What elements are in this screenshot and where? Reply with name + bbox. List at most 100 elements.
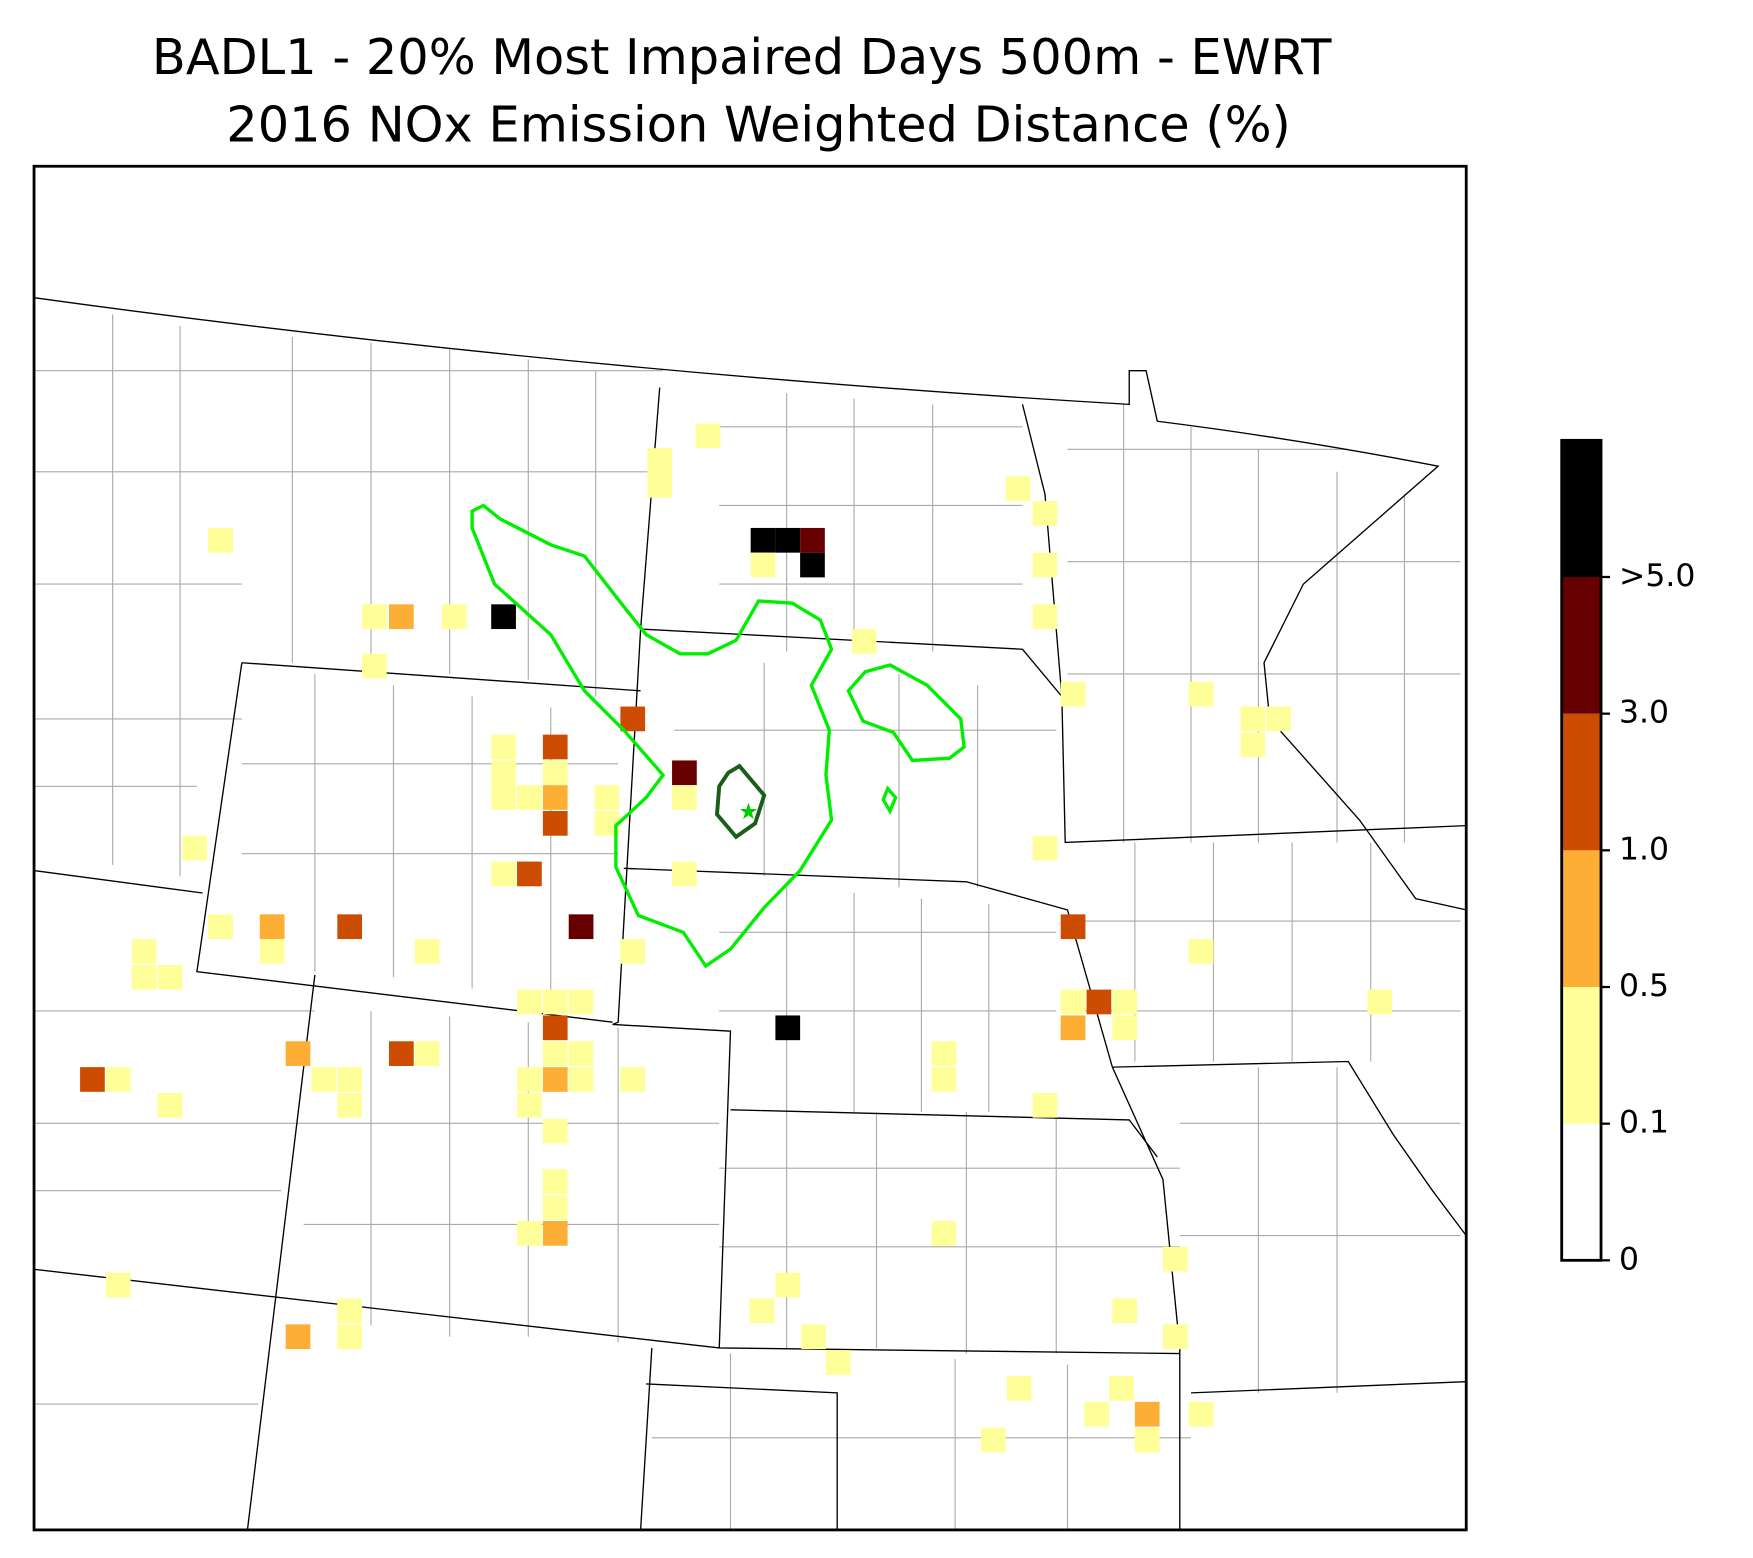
cell: [491, 760, 516, 786]
cell: [285, 1041, 311, 1066]
colorbar-segment: [1561, 850, 1602, 987]
cell: [1005, 476, 1031, 501]
cell: [1060, 914, 1086, 940]
contour-east: [846, 663, 966, 763]
cell: [620, 939, 646, 964]
cell: [542, 1041, 568, 1066]
contour-small: [881, 785, 898, 815]
cell: [131, 939, 157, 964]
colorbar-tick-label: 1.0: [1619, 831, 1669, 867]
cell: [337, 914, 363, 940]
cell: [672, 861, 697, 887]
colorbar-tick-label: 0: [1619, 1241, 1639, 1277]
cell: [1188, 939, 1214, 964]
cell: [414, 1041, 440, 1066]
cell: [1032, 604, 1058, 630]
map-frame: [32, 164, 1468, 1532]
cell: [775, 1015, 801, 1041]
cell: [517, 1067, 542, 1092]
site-marker: ★: [738, 799, 758, 825]
cell: [285, 1324, 311, 1350]
cell: [491, 785, 516, 810]
cell: [1240, 706, 1266, 732]
cell: [517, 1092, 542, 1118]
cell: [1086, 989, 1112, 1015]
cell: [491, 604, 516, 630]
title-line-2: 2016 NOx Emission Weighted Distance (%): [226, 96, 1291, 154]
colorbar-segment: [1561, 440, 1602, 577]
cell: [80, 1067, 105, 1092]
cell: [337, 1067, 363, 1092]
cell: [542, 734, 568, 760]
cell: [337, 1298, 363, 1324]
cell: [800, 527, 825, 553]
contour-outer: [470, 503, 834, 969]
cell: [1134, 1427, 1160, 1453]
cell: [695, 423, 721, 449]
colorbar-segment: [1561, 986, 1602, 1124]
cell: [388, 1041, 414, 1066]
cell: [1188, 681, 1214, 707]
cell: [568, 989, 594, 1015]
cell: [311, 1067, 337, 1092]
cell: [568, 1067, 594, 1092]
cell: [517, 989, 542, 1015]
cell: [542, 1015, 568, 1041]
cell: [105, 1067, 131, 1092]
cell: [1109, 1376, 1134, 1401]
cell: [157, 1092, 183, 1118]
cell: [1112, 1015, 1138, 1041]
cell: [542, 1195, 568, 1220]
cell: [441, 604, 467, 630]
cell: [568, 914, 594, 940]
colorbar-segment: [1561, 1123, 1602, 1261]
cell: [1367, 989, 1393, 1015]
cell: [825, 1350, 851, 1375]
cell: [620, 706, 646, 732]
cell: [542, 785, 568, 810]
cell: [542, 1118, 568, 1144]
cell: [1032, 1092, 1058, 1118]
cell: [542, 1067, 568, 1092]
cell: [542, 989, 568, 1015]
cell: [388, 604, 414, 630]
emission-cells: [80, 423, 1393, 1453]
cell: [647, 472, 673, 498]
cell: [542, 760, 568, 786]
cell: [931, 1041, 957, 1066]
colorbar-tick-label: 0.1: [1619, 1105, 1669, 1141]
cell: [775, 527, 801, 553]
cell: [1032, 552, 1058, 578]
cell: [647, 448, 673, 473]
cell: [1162, 1246, 1188, 1272]
cell: [259, 914, 285, 940]
cell: [1162, 1324, 1188, 1350]
cell: [749, 1298, 775, 1324]
cell: [1266, 706, 1291, 732]
cell: [157, 964, 183, 990]
cell: [1112, 989, 1138, 1015]
cell: [1032, 835, 1058, 861]
cell: [931, 1221, 957, 1246]
cell: [362, 653, 387, 679]
colorbar-tick-label: >5.0: [1619, 558, 1695, 594]
cell: [1060, 989, 1086, 1015]
cell: [1006, 1376, 1032, 1401]
cell: [568, 1041, 594, 1066]
cell: [1084, 1401, 1110, 1427]
cell: [800, 552, 825, 578]
cell: [672, 785, 697, 810]
cell: [517, 861, 542, 887]
cell: [750, 527, 776, 553]
cell: [775, 1272, 801, 1298]
cell: [337, 1324, 363, 1350]
colorbar-segment: [1561, 713, 1602, 851]
cell: [750, 552, 776, 578]
county-lines: [34, 314, 1461, 1530]
cell: [208, 914, 233, 940]
cell: [362, 604, 387, 630]
cell: [1240, 732, 1266, 758]
cell: [1060, 681, 1086, 707]
cell: [337, 1092, 363, 1118]
